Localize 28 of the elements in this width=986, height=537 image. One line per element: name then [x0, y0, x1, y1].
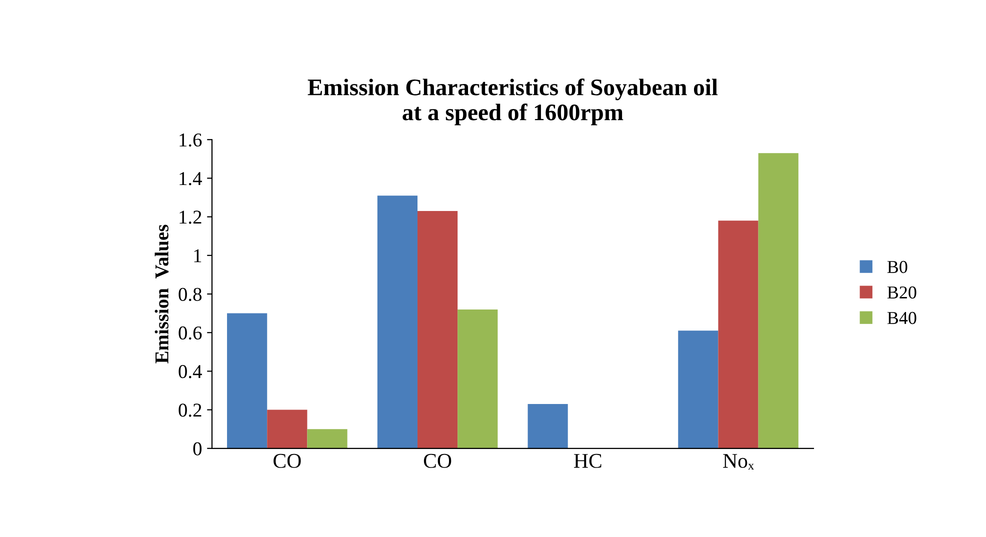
- y-tick-label: 0.2: [178, 404, 202, 417]
- y-tick-label: 1: [194, 249, 202, 262]
- bar: [417, 211, 458, 448]
- y-tick-label: 1.2: [180, 210, 202, 224]
- bar: [377, 196, 418, 448]
- y-tick-label: 0: [193, 442, 202, 456]
- bar: [227, 313, 268, 448]
- bar: [267, 410, 308, 448]
- legend-label: B0: [887, 260, 908, 274]
- legend-label: B40: [887, 312, 916, 324]
- y-tick-label: 1.6: [180, 133, 202, 147]
- bar: [718, 220, 758, 448]
- y-tick-label: 0.6: [178, 326, 202, 340]
- x-tick-label: CO: [274, 454, 301, 468]
- bar: [458, 309, 498, 448]
- bar: [307, 429, 348, 448]
- y-tick-label: 0.4: [178, 365, 202, 378]
- legend-label: B20: [887, 286, 916, 299]
- x-tick-label: CO: [424, 454, 452, 468]
- y-tick-label: 0.8: [178, 288, 202, 302]
- x-tick-label: Noₓ: [723, 454, 754, 470]
- y-axis-title: Emission Values: [154, 224, 169, 364]
- bar: [678, 330, 718, 448]
- chart-title: Emission Characteristics of Soyabean oil at a speed of 1600rpm: [308, 78, 718, 126]
- bar: [758, 153, 798, 448]
- x-tick-label: HC: [574, 454, 602, 468]
- y-tick-label: 1.4: [180, 172, 202, 186]
- bar: [528, 404, 568, 448]
